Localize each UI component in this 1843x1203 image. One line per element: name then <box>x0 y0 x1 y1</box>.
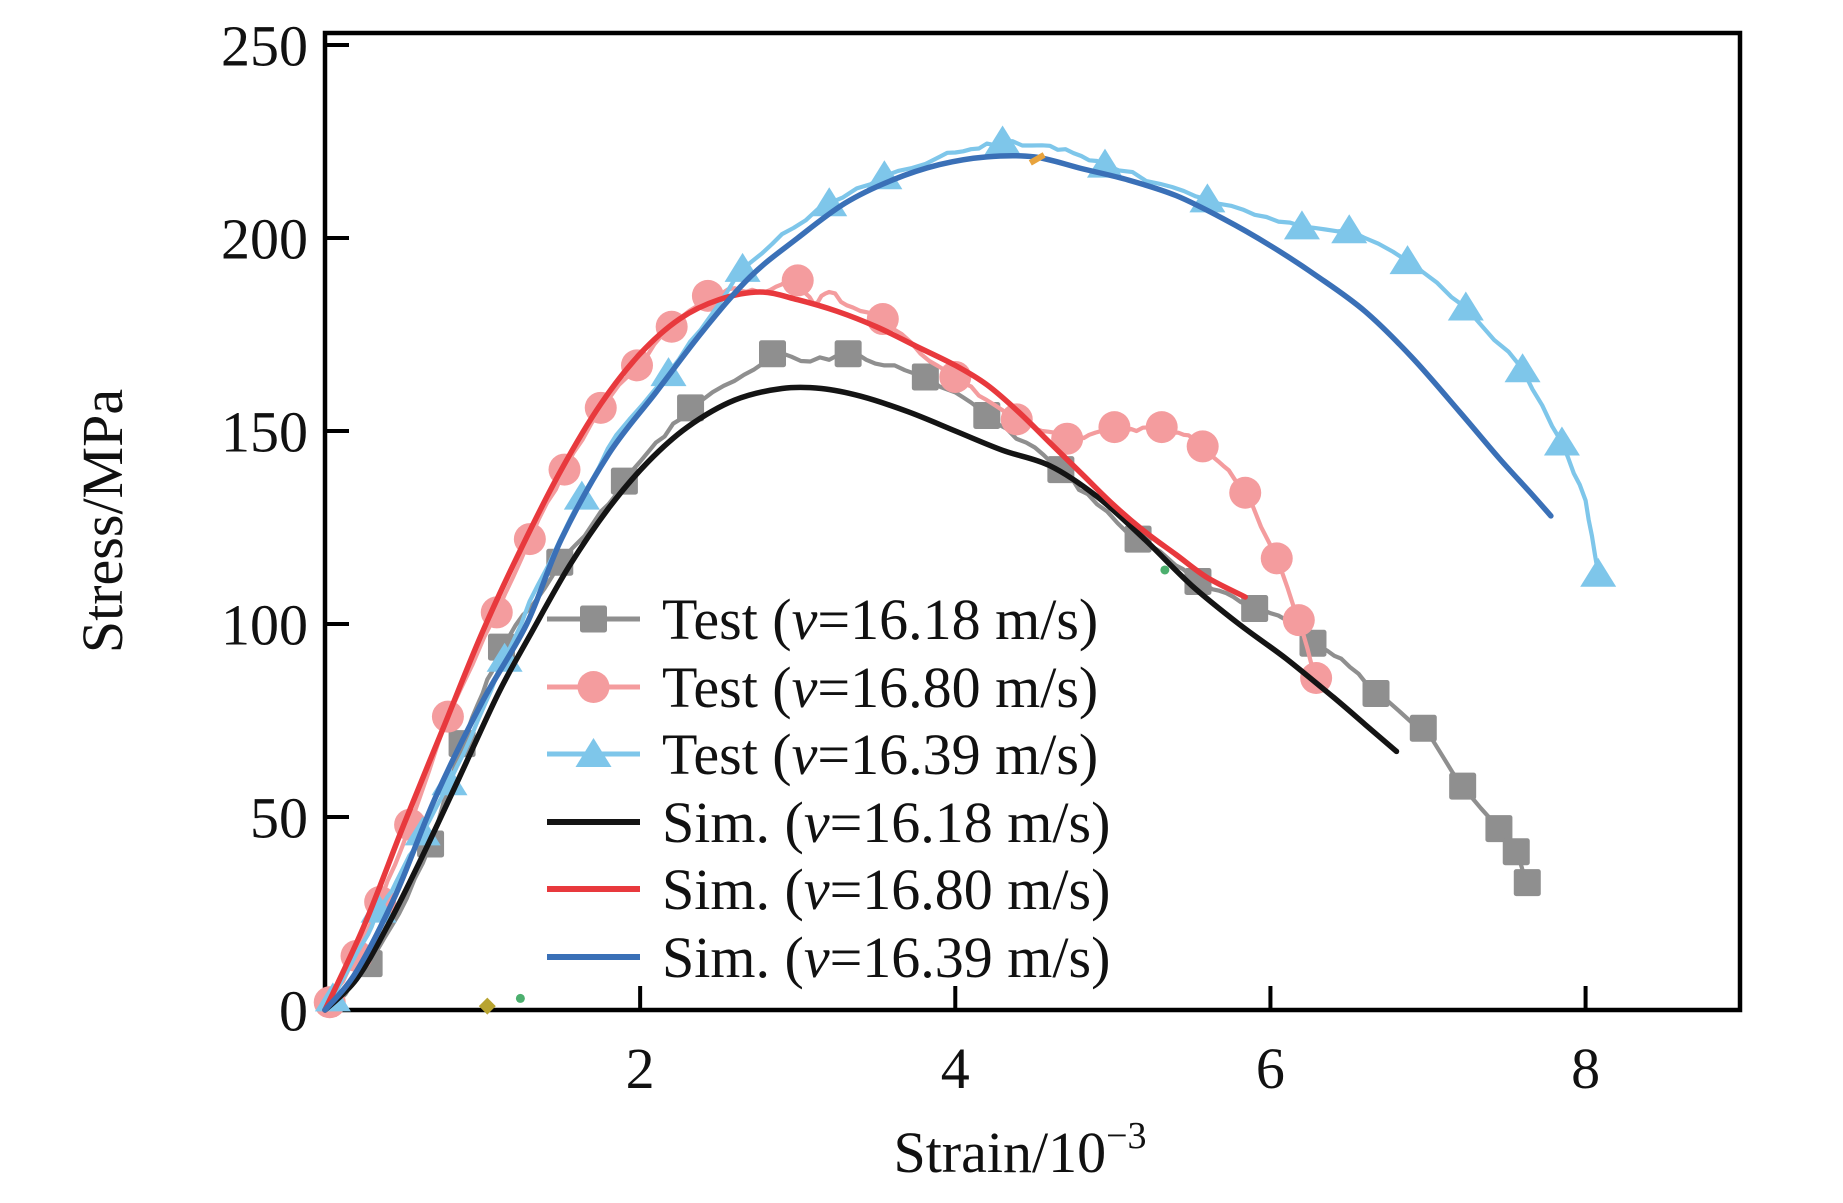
circle-marker <box>1186 430 1219 463</box>
square-marker <box>1485 815 1513 843</box>
legend-label: Test (v=16.39 m/s) <box>662 722 1098 787</box>
x-tick-label: 6 <box>1256 1036 1285 1101</box>
legend-item: Test (v=16.80 m/s) <box>547 655 1098 720</box>
artifact-diamond <box>478 997 496 1015</box>
circle-marker <box>1000 403 1033 436</box>
circle-marker <box>1051 422 1084 455</box>
square-marker <box>677 394 705 422</box>
artifact-dot <box>515 993 525 1003</box>
legend-label: Sim. (v=16.18 m/s) <box>662 790 1110 855</box>
x-axis-title: Strain/10−3 <box>893 1115 1146 1185</box>
legend-item: Sim. (v=16.80 m/s) <box>547 857 1110 922</box>
legend-item: Test (v=16.39 m/s) <box>547 722 1098 787</box>
axes: 2 4 6 8 0 50 100 150 200 250 <box>221 13 1600 1101</box>
square-marker <box>911 363 939 391</box>
square-marker <box>1409 714 1437 742</box>
y-tick-label: 250 <box>221 13 308 78</box>
circle-marker <box>691 279 724 312</box>
y-tick-label: 0 <box>279 978 308 1043</box>
square-marker <box>610 467 638 495</box>
legend-triangle-marker <box>575 738 612 767</box>
triangle-marker <box>984 125 1021 155</box>
circle-marker <box>1098 411 1131 444</box>
circle-marker <box>1282 604 1315 637</box>
square-marker <box>1502 838 1530 866</box>
x-tick-label: 8 <box>1571 1036 1600 1101</box>
plot-frame <box>322 30 1743 1013</box>
circle-marker <box>1145 411 1178 444</box>
triangle-marker <box>1389 245 1426 275</box>
triangle-marker <box>1580 557 1617 587</box>
y-tick-label: 200 <box>221 206 308 271</box>
legend-label: Test (v=16.80 m/s) <box>662 655 1098 720</box>
circle-marker <box>781 264 814 297</box>
triangle-marker <box>1283 210 1320 240</box>
legend-label: Test (v=16.18 m/s) <box>662 587 1098 652</box>
square-marker <box>1241 595 1269 623</box>
y-tick-label: 150 <box>221 399 308 464</box>
circle-marker <box>1260 542 1293 575</box>
square-marker <box>1513 869 1541 897</box>
legend-item: Sim. (v=16.18 m/s) <box>547 790 1110 855</box>
square-marker <box>973 402 1001 430</box>
y-tick-label: 100 <box>221 592 308 657</box>
triangle-marker <box>1331 214 1368 244</box>
y-tick-label: 50 <box>250 785 308 850</box>
square-marker <box>834 340 862 368</box>
square-marker <box>759 340 787 368</box>
legend-item: Test (v=16.18 m/s) <box>547 587 1098 652</box>
square-marker <box>1362 679 1390 707</box>
circle-marker <box>1229 476 1262 509</box>
test-line <box>331 139 1601 1000</box>
legend-circle-marker <box>577 671 610 703</box>
artifact-dot <box>1160 565 1170 575</box>
triangle-marker <box>1543 426 1580 456</box>
artifact-dash <box>1028 152 1046 166</box>
legend-square-marker <box>580 605 607 633</box>
legend-label: Sim. (v=16.39 m/s) <box>662 925 1110 990</box>
sim-line <box>322 384 1400 1013</box>
circle-marker <box>620 349 653 382</box>
square-marker <box>1449 772 1477 800</box>
x-tick-label: 2 <box>626 1036 655 1101</box>
legend-item: Sim. (v=16.39 m/s) <box>547 925 1110 990</box>
legend-label: Sim. (v=16.80 m/s) <box>662 857 1110 922</box>
sim-line <box>322 152 1554 1013</box>
triangle-marker <box>1504 353 1541 383</box>
triangle-marker <box>1447 291 1484 321</box>
sim-line <box>322 289 1248 1013</box>
y-axis-title: Stress/MPa <box>70 389 135 653</box>
legend: Test (v=16.18 m/s)Test (v=16.80 m/s)Test… <box>547 587 1110 990</box>
x-tick-label: 4 <box>941 1036 970 1101</box>
